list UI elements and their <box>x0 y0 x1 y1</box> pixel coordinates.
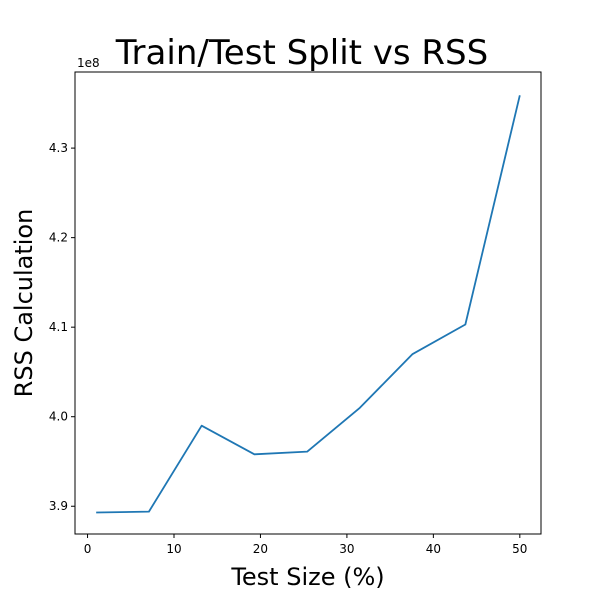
chart-title: Train/Test Split vs RSS <box>115 33 488 73</box>
rss-series-line <box>96 95 521 514</box>
x-axis-label: Test Size (%) <box>230 563 384 591</box>
y-axis-offset-label: 1e8 <box>77 56 100 70</box>
x-tick-label: 20 <box>253 542 268 556</box>
y-tick-label: 3.9 <box>49 499 68 513</box>
y-axis: 3.9 4.0 4.1 4.2 4.3 <box>49 141 75 513</box>
y-tick-label: 4.3 <box>49 141 68 155</box>
x-axis: 0 10 20 30 40 50 <box>84 534 527 556</box>
x-tick-label: 40 <box>426 542 441 556</box>
y-tick-label: 4.1 <box>49 320 68 334</box>
y-tick-label: 4.2 <box>49 231 68 245</box>
plot-area <box>96 95 521 514</box>
x-tick-label: 10 <box>166 542 181 556</box>
x-tick-label: 30 <box>339 542 354 556</box>
y-axis-label: RSS Calculation <box>10 209 38 398</box>
plot-frame <box>74 71 542 535</box>
x-tick-label: 50 <box>512 542 527 556</box>
x-tick-label: 0 <box>84 542 92 556</box>
y-tick-label: 4.0 <box>49 410 68 424</box>
